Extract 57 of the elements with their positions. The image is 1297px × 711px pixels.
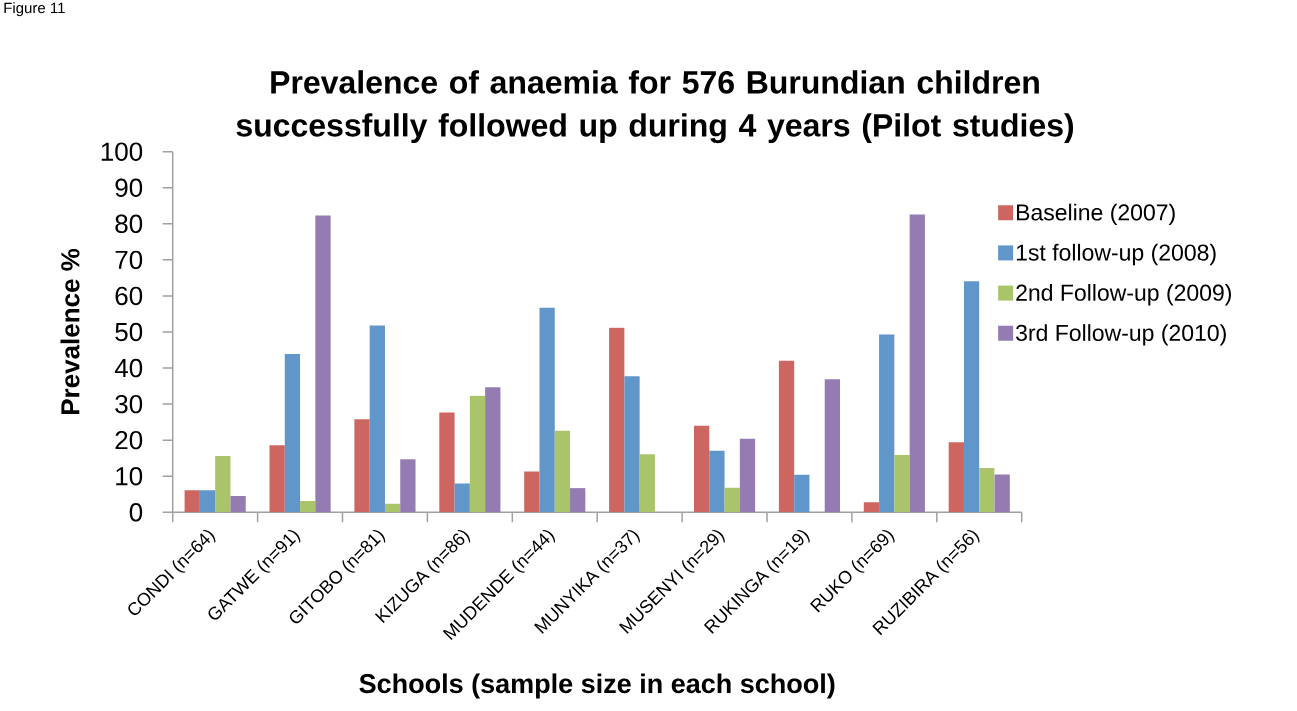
- y-tick-label: 0: [129, 503, 143, 522]
- bar: [269, 445, 285, 513]
- y-axis-title: Prevalence %: [60, 248, 80, 415]
- bar: [794, 474, 810, 513]
- legend-label: 1st follow-up (2008): [1016, 243, 1216, 266]
- bar: [963, 281, 980, 513]
- y-tick-label: 30: [115, 394, 143, 414]
- bar: [609, 327, 625, 513]
- y-tick-label: 50: [115, 322, 143, 342]
- y-tick-label: 100: [101, 142, 143, 161]
- bar: [554, 430, 571, 513]
- bar: [485, 387, 501, 513]
- bar: [215, 456, 231, 513]
- bar: [369, 325, 385, 513]
- bar: [778, 360, 795, 513]
- bar: [315, 215, 331, 513]
- bar: [570, 488, 586, 513]
- bar: [948, 442, 964, 513]
- bar: [894, 454, 910, 513]
- bar: [454, 483, 470, 513]
- bar: [639, 454, 655, 513]
- bar: [384, 503, 401, 513]
- y-tick-label: 70: [115, 250, 143, 270]
- bar: [624, 376, 640, 513]
- bar: [724, 487, 740, 513]
- x-axis-title: Schools (sample size in each school): [359, 673, 835, 699]
- bar: [284, 353, 301, 513]
- bar: [709, 450, 725, 513]
- bar: [524, 471, 540, 513]
- bar: [230, 496, 246, 513]
- bar: [994, 474, 1010, 513]
- bar: [824, 379, 841, 513]
- bar: [879, 334, 895, 513]
- y-tick-label: 40: [114, 358, 143, 378]
- bar: [909, 214, 925, 513]
- y-tick-label: 90: [115, 178, 143, 197]
- bar: [469, 395, 486, 513]
- y-tick-label: 10: [116, 467, 143, 486]
- chart-title: Prevalence of anaemia for 576 Burundian children successfully followed up during 4 years (Pilot studies): [236, 70, 1074, 144]
- bar: [693, 425, 710, 513]
- y-tick-label: 60: [115, 286, 143, 306]
- caption: Figure 11: [4, 2, 65, 17]
- bar: [300, 501, 316, 513]
- y-tick-label: 80: [115, 214, 143, 234]
- y-tick-label: 20: [115, 430, 143, 450]
- legend-label: 3rd Follow-up (2010): [1016, 324, 1226, 346]
- bar: [739, 438, 756, 513]
- bar: [354, 419, 370, 513]
- bar: [199, 490, 216, 513]
- bar: [400, 459, 416, 513]
- bar: [539, 307, 555, 513]
- bar: [439, 412, 455, 513]
- bar: [979, 467, 995, 513]
- legend-label: Baseline (2007): [1017, 203, 1175, 226]
- bar: [184, 490, 200, 513]
- bar: [863, 502, 880, 513]
- legend-label: 2nd Follow-up (2009): [1016, 283, 1231, 306]
